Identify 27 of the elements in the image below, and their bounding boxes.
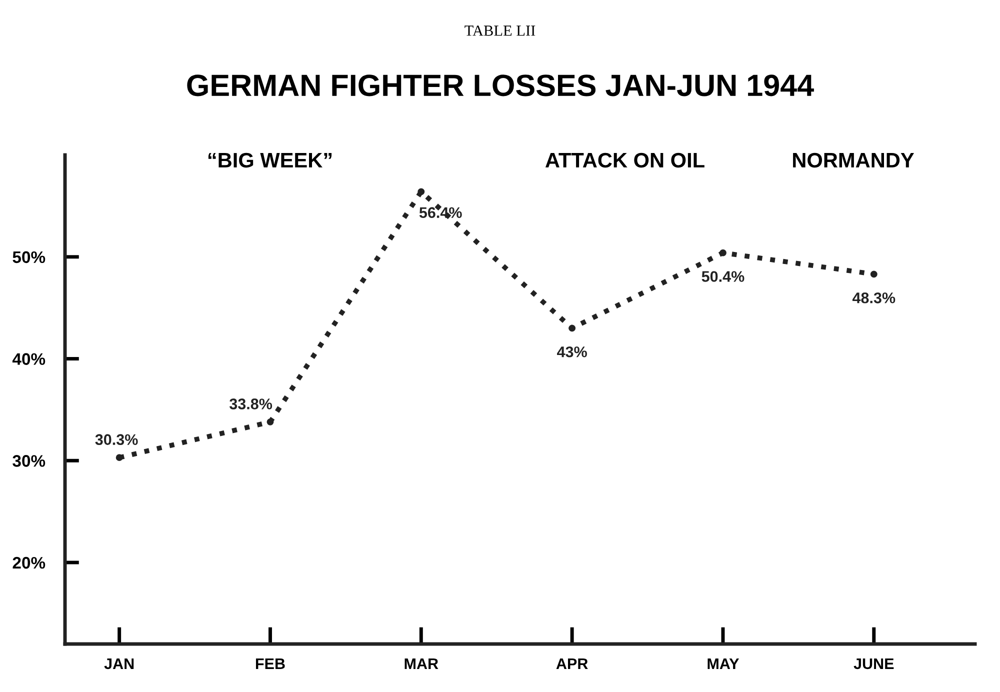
- y-tick-label: 30%: [12, 455, 46, 467]
- data-label: 30.3%: [95, 434, 138, 446]
- data-label: 50.4%: [702, 271, 744, 282]
- y-tick-label: 40%: [12, 353, 46, 365]
- x-tick-label: JAN: [104, 658, 134, 670]
- data-label: 48.3%: [852, 292, 896, 304]
- point: [266, 418, 274, 426]
- x-tick-label: APR: [556, 658, 588, 669]
- data-label: 43%: [557, 346, 587, 358]
- point: [870, 270, 878, 278]
- x-tick-label: FEB: [256, 658, 285, 669]
- x-tick-label: JUNE: [854, 658, 894, 670]
- point: [568, 324, 576, 332]
- chart-subtitle: TABLE LII: [464, 26, 536, 36]
- chart-title: GERMAN FIGHTER LOSSES JAN-JUN 1944: [187, 74, 814, 96]
- annotation: “BIG WEEK”: [208, 152, 332, 168]
- point: [720, 249, 726, 256]
- y-tick-label: 20%: [12, 556, 46, 569]
- point: [116, 454, 123, 462]
- annotation: ATTACK ON OIL: [545, 152, 704, 168]
- point: [418, 188, 425, 196]
- x-tick-label: MAY: [708, 658, 740, 669]
- data-label: 56.4%: [419, 207, 462, 218]
- data-label: 33.8%: [229, 398, 272, 410]
- x-tick-label: MAR: [404, 658, 438, 669]
- annotation: NORMANDY: [793, 152, 914, 168]
- y-tick-label: 50%: [12, 251, 46, 264]
